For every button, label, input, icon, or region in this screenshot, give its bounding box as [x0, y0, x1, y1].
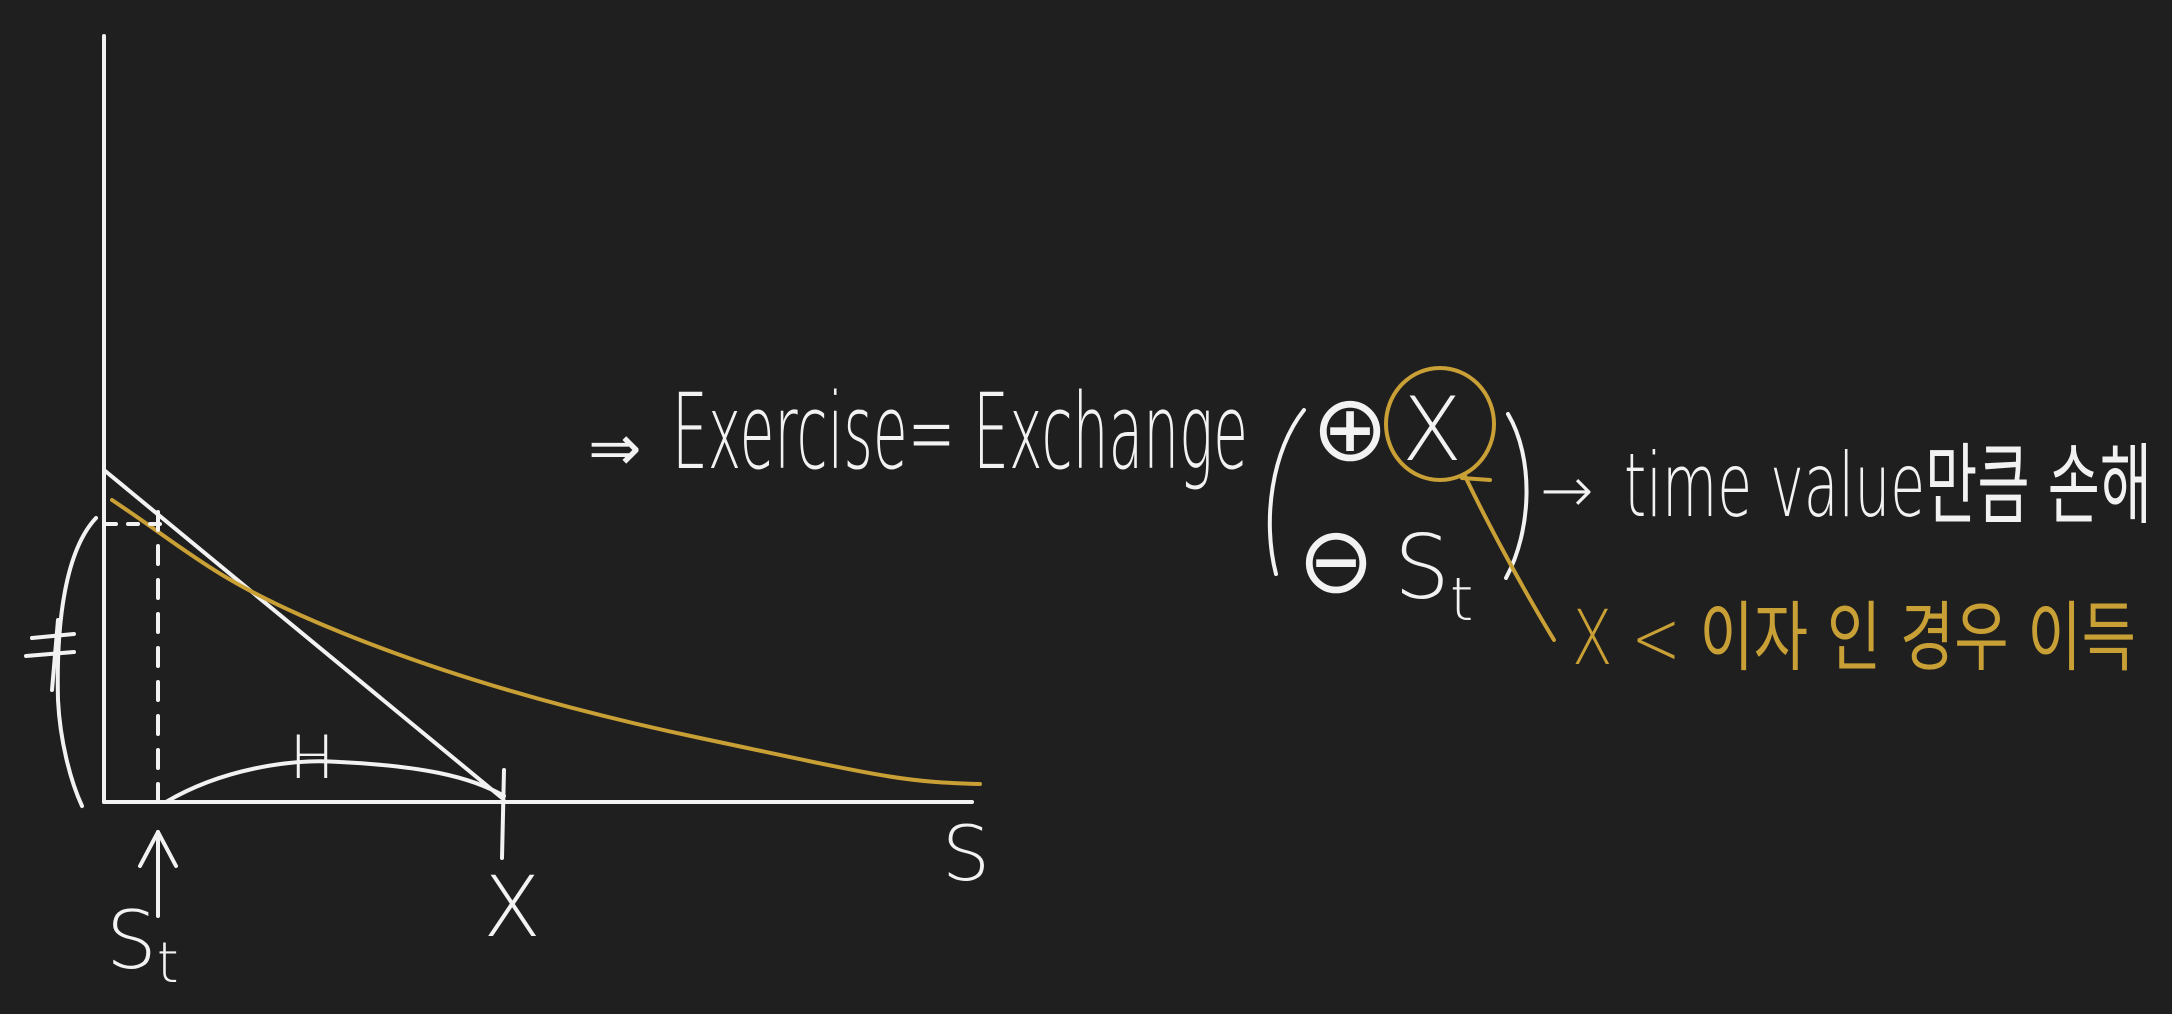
time-value-text: time value만큼 손해 [1624, 434, 2152, 537]
st-arrow-head [138, 830, 178, 868]
x-axis-label: S [942, 809, 990, 898]
x-highlight-circle [1384, 366, 1496, 482]
minus-term: St [1394, 516, 1473, 635]
strike-tick [500, 768, 506, 860]
open-paren [1267, 408, 1306, 576]
brace-mark-slash [50, 618, 60, 692]
close-paren [1504, 412, 1529, 580]
minus-sign: ⊖ [1297, 507, 1374, 614]
distance-arc [164, 759, 506, 804]
time-value-arrow: → [1540, 454, 1594, 528]
payoff-line [102, 468, 504, 800]
brace-mark-bottom [24, 650, 76, 658]
gold-connector-tick [1460, 476, 1492, 482]
brace-mark-top [30, 632, 76, 640]
exercise-text: Exercise= Exchange [672, 371, 1248, 493]
option-value-curve [110, 498, 982, 786]
gold-note: X < 이자 인 경우 이득 [1572, 593, 2136, 682]
plus-sign: ⊕ [1311, 375, 1388, 482]
strike-label: X [483, 858, 541, 956]
exercise-arrow: ⇒ [588, 412, 642, 486]
gold-connector [1462, 472, 1556, 642]
segment-label: H [289, 723, 334, 793]
left-brace [55, 516, 98, 808]
plus-term: X [1402, 378, 1462, 481]
st-label: St [106, 894, 179, 996]
